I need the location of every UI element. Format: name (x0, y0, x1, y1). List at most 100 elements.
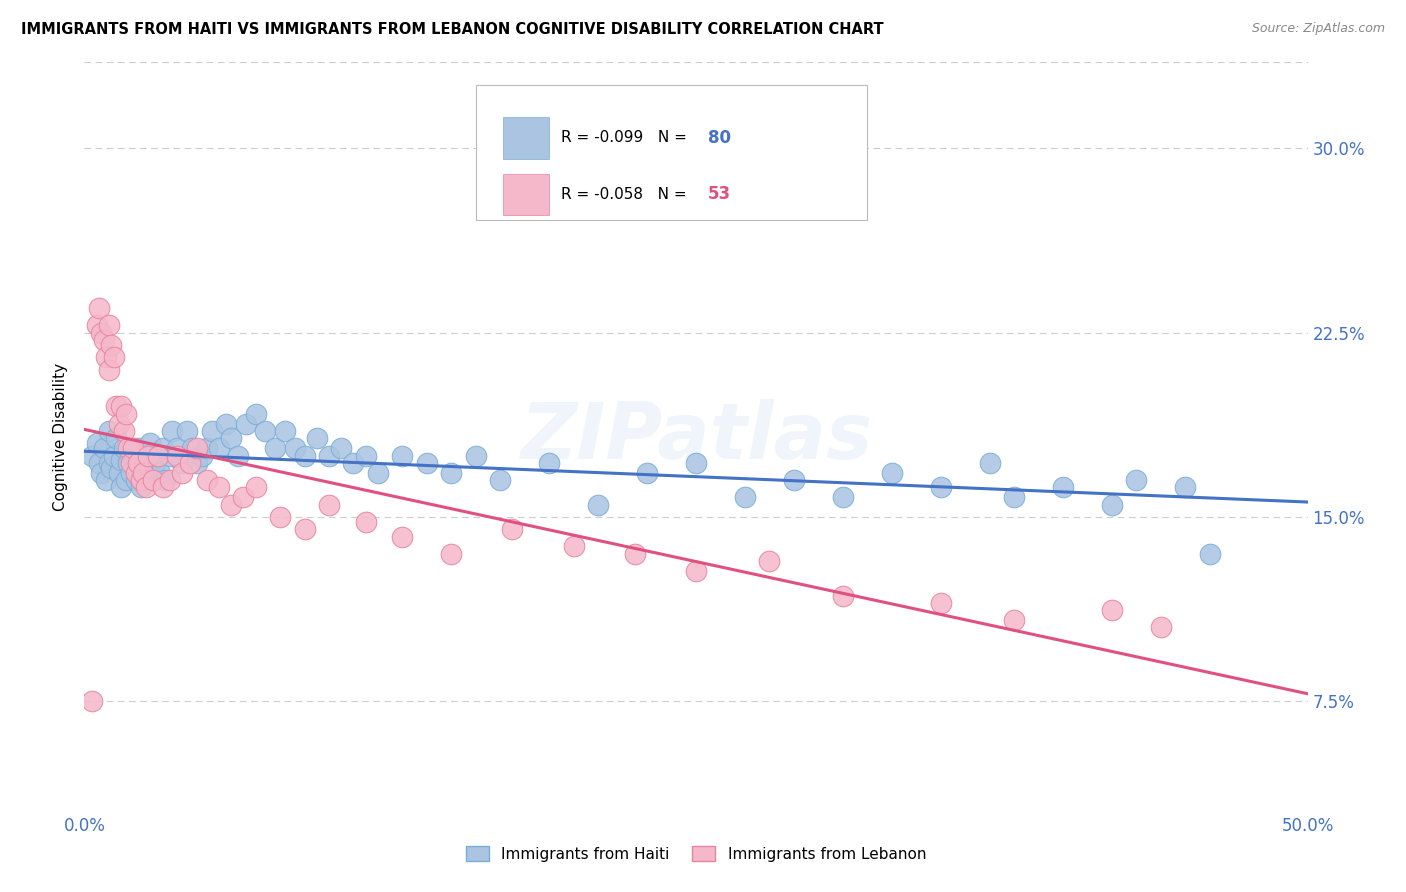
Point (1002, 613, 1025, 627)
Point (90, 466, 112, 480)
Point (103, 350, 125, 364)
Point (122, 441, 145, 455)
Point (1052, 480, 1074, 494)
Point (166, 449, 188, 463)
Point (103, 449, 125, 463)
Point (142, 473, 165, 487)
Text: Source: ZipAtlas.com: Source: ZipAtlas.com (1251, 22, 1385, 36)
Point (143, 456, 166, 470)
Point (159, 449, 181, 463)
Point (127, 456, 149, 470)
Point (179, 456, 201, 470)
Point (153, 473, 176, 487)
FancyBboxPatch shape (503, 174, 550, 215)
Point (152, 441, 174, 455)
Point (318, 449, 340, 463)
Point (235, 417, 257, 431)
Point (149, 466, 172, 480)
Point (294, 522, 316, 536)
Point (97, 424, 120, 438)
Point (1198, 547, 1220, 561)
Point (93, 333, 115, 347)
Point (90, 326, 112, 340)
Text: 80: 80 (709, 129, 731, 147)
Point (80, 449, 103, 463)
Point (195, 473, 218, 487)
Point (232, 490, 254, 504)
Y-axis label: Cognitive Disability: Cognitive Disability (53, 363, 69, 511)
Point (166, 441, 188, 455)
Point (783, 473, 806, 487)
Point (734, 490, 756, 504)
Point (105, 431, 128, 445)
Point (110, 480, 132, 494)
Point (87, 456, 110, 470)
Point (135, 480, 157, 494)
Point (172, 466, 194, 480)
Point (245, 480, 267, 494)
Point (1125, 473, 1147, 487)
Point (152, 480, 174, 494)
Point (464, 449, 486, 463)
Legend: Immigrants from Haiti, Immigrants from Lebanon: Immigrants from Haiti, Immigrants from L… (460, 839, 932, 868)
Point (107, 466, 129, 480)
Point (80, 694, 103, 708)
Point (125, 466, 148, 480)
Point (96, 350, 118, 364)
Point (107, 417, 129, 431)
Point (142, 473, 165, 487)
Point (685, 564, 707, 578)
Point (129, 480, 152, 494)
Text: ZIPatlas: ZIPatlas (520, 399, 872, 475)
Point (172, 456, 194, 470)
Point (440, 466, 463, 480)
Point (136, 449, 159, 463)
Point (191, 449, 214, 463)
Point (929, 596, 952, 610)
Point (391, 530, 413, 544)
Point (139, 436, 162, 450)
FancyBboxPatch shape (475, 85, 868, 219)
Point (245, 407, 267, 421)
Point (219, 498, 242, 512)
Point (105, 400, 128, 414)
Point (115, 407, 138, 421)
Point (125, 473, 148, 487)
Point (117, 441, 139, 455)
Point (502, 522, 524, 536)
Point (215, 417, 238, 431)
Point (146, 449, 169, 463)
Point (831, 589, 853, 603)
Text: R = -0.058   N =: R = -0.058 N = (561, 186, 692, 202)
Point (208, 441, 231, 455)
Point (127, 441, 149, 455)
Point (162, 424, 184, 438)
Point (100, 338, 122, 352)
Point (1150, 620, 1173, 634)
Point (758, 554, 780, 568)
Point (97, 456, 120, 470)
Point (110, 400, 132, 414)
Point (115, 473, 138, 487)
Point (97, 318, 120, 333)
Point (685, 456, 707, 470)
Point (354, 515, 377, 529)
Text: 53: 53 (709, 186, 731, 203)
Point (440, 547, 463, 561)
Point (132, 456, 155, 470)
Point (284, 441, 307, 455)
Point (391, 449, 413, 463)
Point (416, 456, 439, 470)
Point (219, 431, 242, 445)
Text: IMMIGRANTS FROM HAITI VS IMMIGRANTS FROM LEBANON COGNITIVE DISABILITY CORRELATIO: IMMIGRANTS FROM HAITI VS IMMIGRANTS FROM… (21, 22, 884, 37)
Point (274, 424, 297, 438)
Point (93, 441, 115, 455)
Point (1002, 490, 1025, 504)
Point (159, 473, 181, 487)
Point (117, 456, 139, 470)
Point (1174, 480, 1197, 494)
Point (367, 466, 389, 480)
Point (342, 456, 364, 470)
Point (354, 449, 377, 463)
Point (1101, 603, 1123, 617)
